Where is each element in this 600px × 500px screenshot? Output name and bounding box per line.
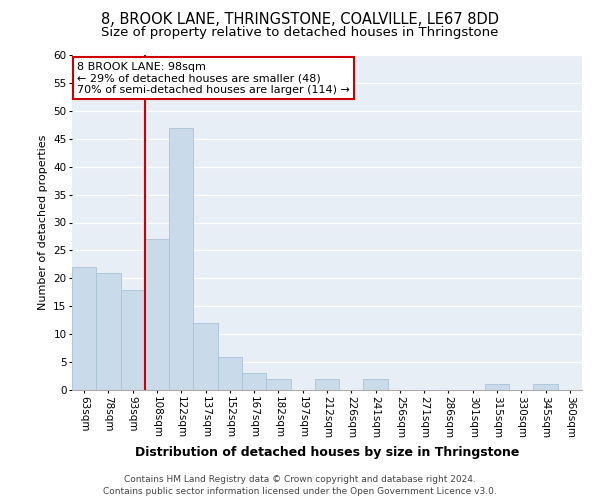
Bar: [485, 384, 509, 390]
Bar: [242, 373, 266, 390]
Text: 8, BROOK LANE, THRINGSTONE, COALVILLE, LE67 8DD: 8, BROOK LANE, THRINGSTONE, COALVILLE, L…: [101, 12, 499, 28]
Bar: [266, 379, 290, 390]
Text: Size of property relative to detached houses in Thringstone: Size of property relative to detached ho…: [101, 26, 499, 39]
Bar: [121, 290, 145, 390]
Bar: [193, 323, 218, 390]
X-axis label: Distribution of detached houses by size in Thringstone: Distribution of detached houses by size …: [135, 446, 519, 459]
Y-axis label: Number of detached properties: Number of detached properties: [38, 135, 47, 310]
Bar: [72, 267, 96, 390]
Bar: [96, 273, 121, 390]
Bar: [169, 128, 193, 390]
Bar: [218, 356, 242, 390]
Bar: [364, 379, 388, 390]
Bar: [145, 240, 169, 390]
Bar: [533, 384, 558, 390]
Text: Contains HM Land Registry data © Crown copyright and database right 2024.
Contai: Contains HM Land Registry data © Crown c…: [103, 474, 497, 496]
Bar: [315, 379, 339, 390]
Text: 8 BROOK LANE: 98sqm
← 29% of detached houses are smaller (48)
70% of semi-detach: 8 BROOK LANE: 98sqm ← 29% of detached ho…: [77, 62, 350, 95]
